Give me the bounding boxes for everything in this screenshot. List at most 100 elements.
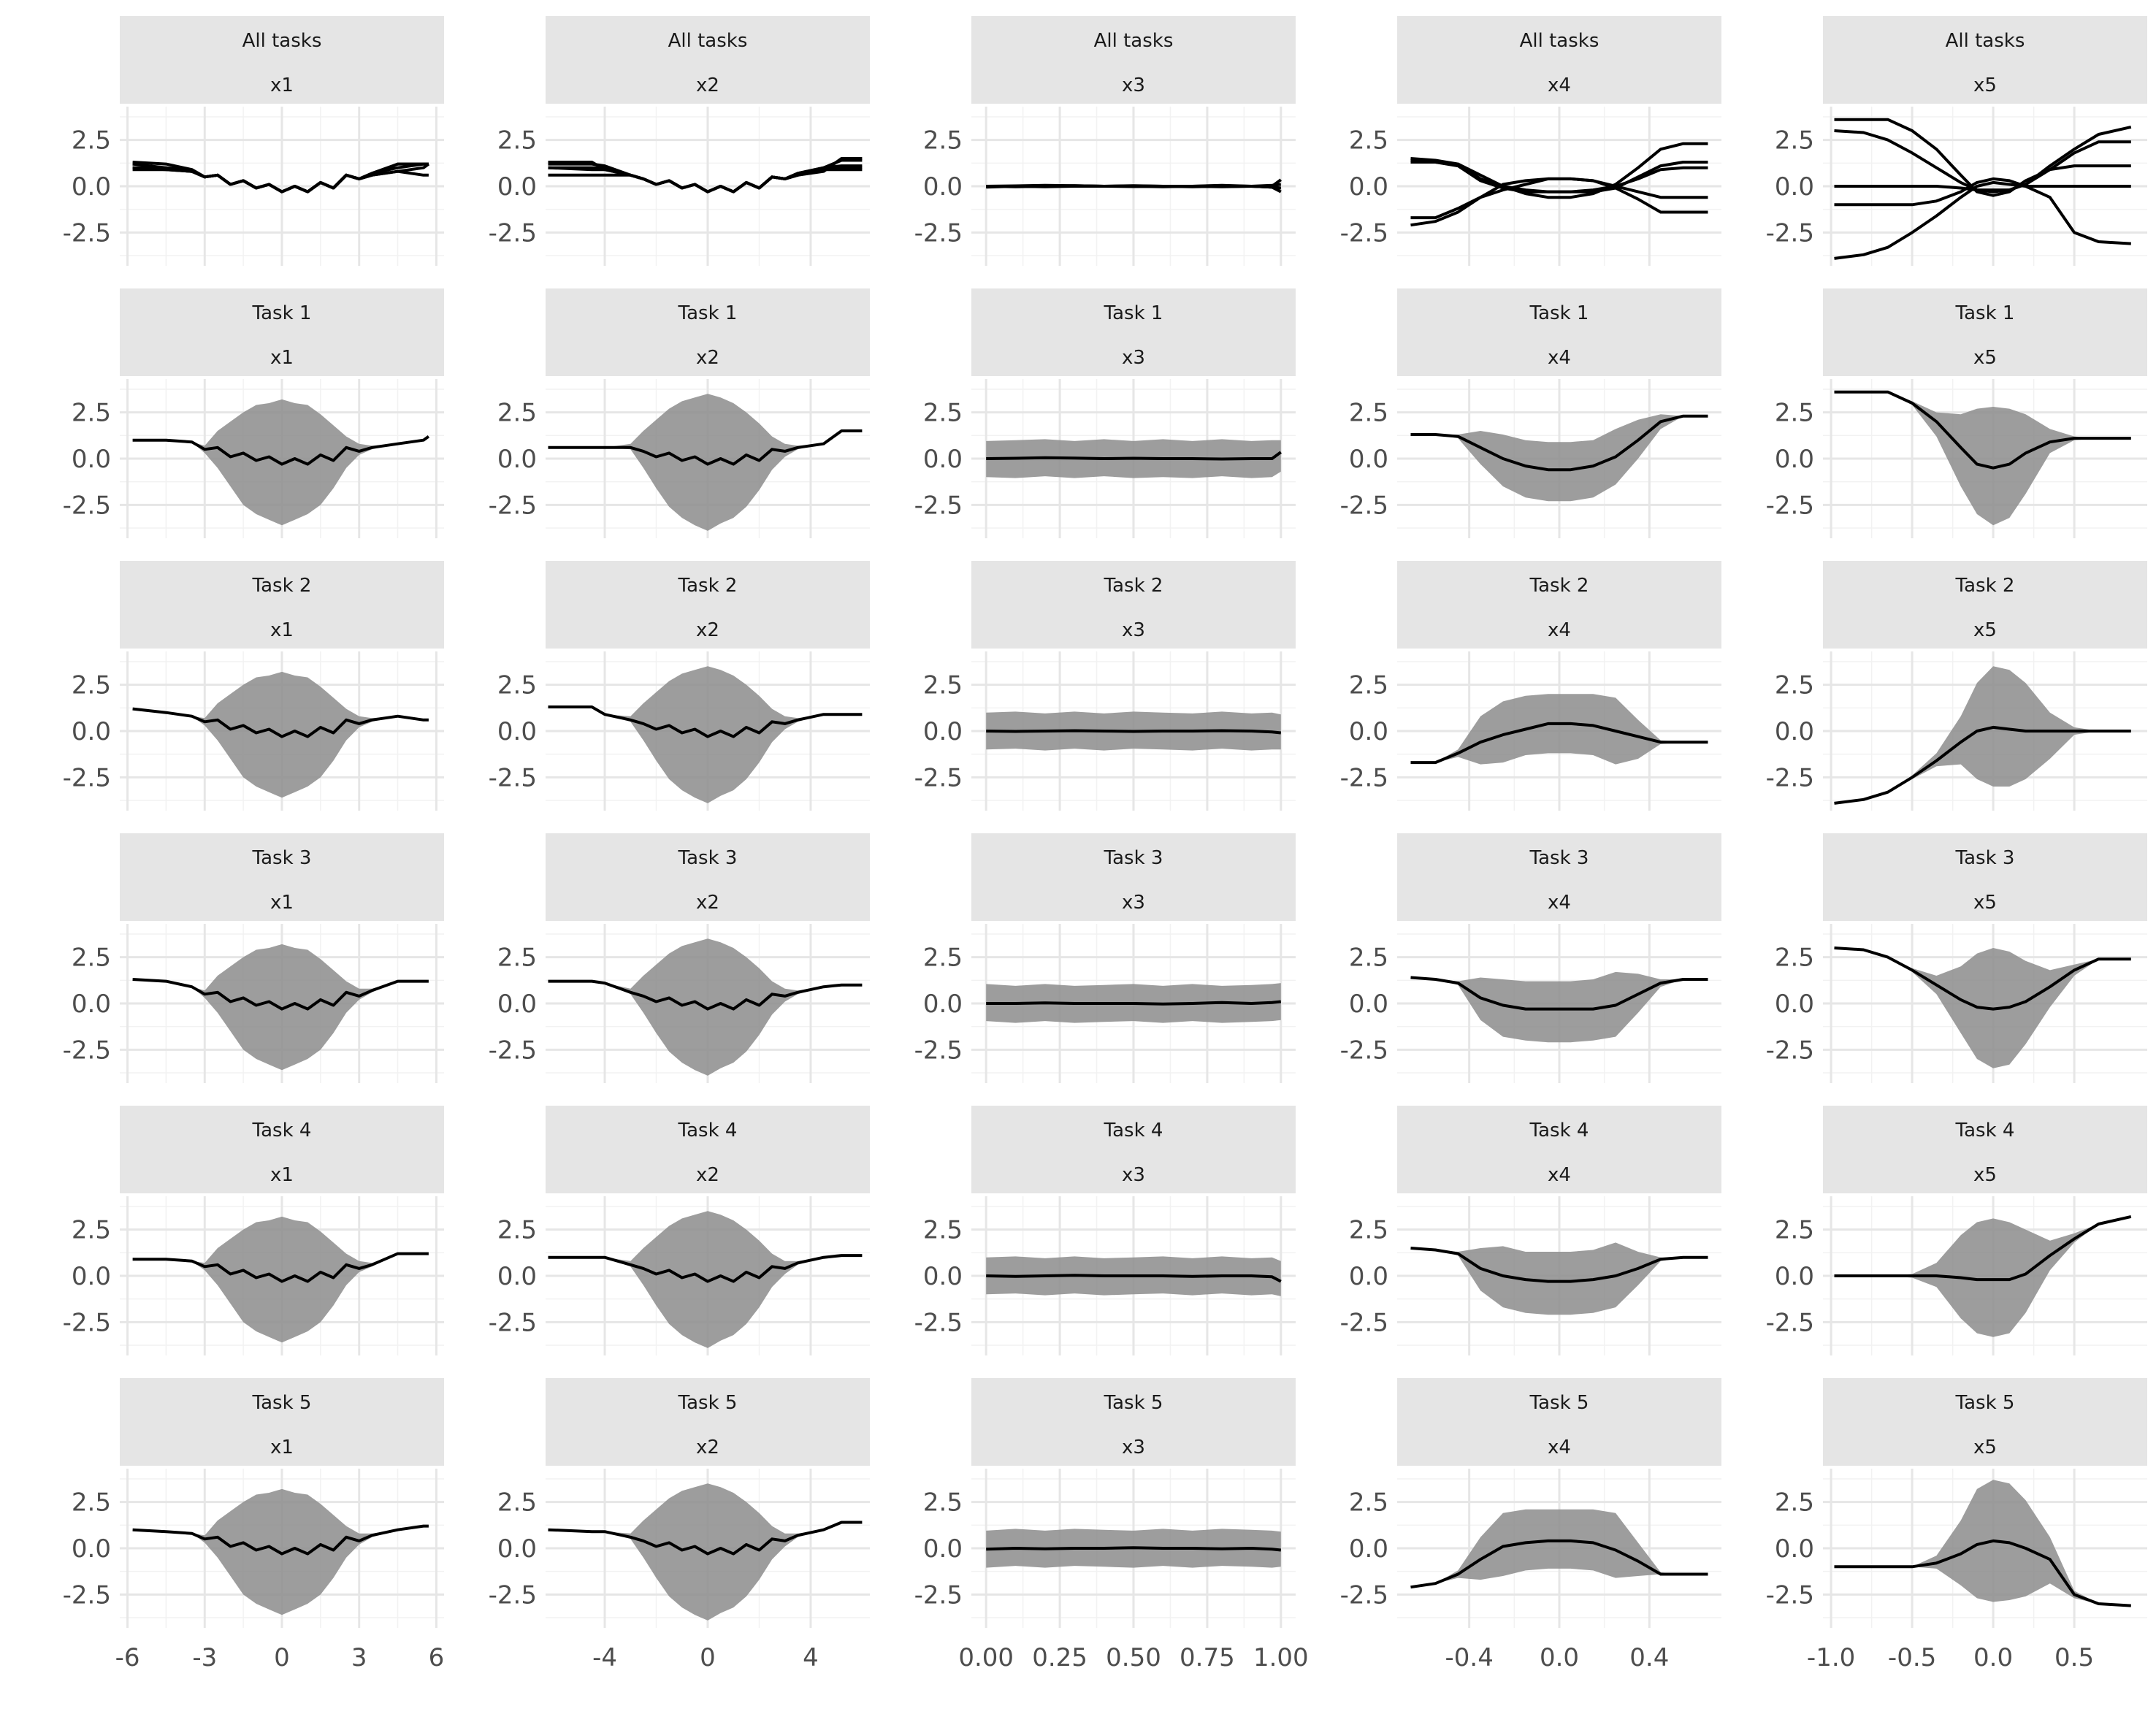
y-tick-label: 0.0	[72, 717, 111, 746]
facet-panel-r6-c4: Task 5 x4 -2.5 0.0 2.5 -0.4 0.0 0.4	[1340, 1378, 1721, 1672]
y-tick-label: -2.5	[63, 218, 111, 248]
strip-row-label: Task 1	[252, 302, 312, 324]
strip-row-label: Task 3	[1529, 847, 1589, 869]
x-tick-label: 0	[274, 1643, 290, 1672]
y-tick-label: -2.5	[489, 491, 537, 520]
y-tick-label: -2.5	[914, 491, 963, 520]
y-tick-label: 2.5	[923, 1216, 963, 1245]
y-tick-label: -2.5	[1340, 1308, 1388, 1337]
facet-strip	[971, 288, 1296, 376]
y-tick-label: 2.5	[1349, 671, 1388, 700]
mean-line	[1834, 1539, 2131, 1607]
facet-panel-r2-c5: Task 1 x5 -2.5 0.0 2.5	[1766, 288, 2147, 538]
strip-column-label: x3	[1122, 892, 1145, 914]
facet-strip	[1397, 1106, 1721, 1193]
y-tick-label: -2.5	[1766, 1036, 1814, 1065]
mean-line	[548, 1254, 863, 1283]
uncertainty-band	[1834, 1216, 2131, 1337]
strip-column-label: x3	[1122, 74, 1145, 96]
facet-strip	[1397, 833, 1721, 921]
y-tick-label: 2.5	[72, 671, 111, 700]
strip-column-label: x4	[1548, 74, 1571, 96]
y-tick-label: -2.5	[63, 1308, 111, 1337]
strip-column-label: x3	[1122, 347, 1145, 369]
x-tick-label: 3	[351, 1643, 367, 1672]
x-tick-label: 6	[429, 1643, 445, 1672]
mean-line	[1410, 976, 1708, 1011]
y-tick-label: -2.5	[1766, 218, 1814, 248]
facet-panel-r6-c1: Task 5 x1 -2.5 0.0 2.5 -6 -3 0 3 6	[63, 1378, 445, 1672]
y-tick-label: 0.0	[72, 990, 111, 1019]
y-tick-label: 0.0	[1349, 1262, 1388, 1291]
strip-row-label: Task 1	[678, 302, 738, 324]
facet-panel-r5-c1: Task 4 x1 -2.5 0.0 2.5	[63, 1106, 444, 1355]
uncertainty-band	[1410, 1509, 1708, 1588]
y-tick-label: -2.5	[489, 1308, 537, 1337]
strip-row-label: Task 3	[252, 847, 312, 869]
strip-column-label: x2	[696, 1164, 719, 1186]
facet-strip	[971, 16, 1296, 104]
y-tick-label: 2.5	[1775, 126, 1814, 156]
facet-strip	[971, 1378, 1296, 1466]
mean-line	[132, 978, 429, 1011]
strip-column-label: x4	[1548, 619, 1571, 641]
y-tick-label: 2.5	[1775, 671, 1814, 700]
strip-row-label: Task 1	[1104, 302, 1163, 324]
y-tick-label: 0.0	[1775, 1534, 1814, 1564]
y-tick-label: 2.5	[72, 126, 111, 156]
mean-line	[1410, 1539, 1708, 1589]
strip-column-label: x2	[696, 1437, 719, 1458]
y-tick-label: -2.5	[489, 218, 537, 248]
y-tick-label: 2.5	[1775, 399, 1814, 428]
y-tick-label: 0.0	[1349, 445, 1388, 474]
strip-row-label: Task 4	[252, 1120, 312, 1141]
strip-column-label: x5	[1973, 892, 1997, 914]
y-tick-label: -2.5	[489, 1036, 537, 1065]
x-tick-label: 0.0	[1540, 1643, 1579, 1672]
facet-panel-r4-c5: Task 3 x5 -2.5 0.0 2.5	[1766, 833, 2147, 1083]
facet-strip	[1823, 288, 2147, 376]
facet-strip	[1397, 288, 1721, 376]
strip-column-label: x2	[696, 619, 719, 641]
x-tick-label: 0.0	[1973, 1643, 2013, 1672]
y-tick-label: 0.0	[497, 1534, 537, 1564]
y-tick-label: -2.5	[914, 1308, 963, 1337]
uncertainty-band	[1834, 666, 2131, 803]
x-tick-label: 0.75	[1180, 1643, 1235, 1672]
mean-line	[132, 707, 429, 738]
mean-line	[1410, 414, 1708, 472]
facet-strip	[546, 16, 870, 104]
y-tick-label: 0.0	[72, 172, 111, 202]
strip-column-label: x3	[1122, 1164, 1145, 1186]
y-tick-label: 2.5	[497, 1488, 537, 1518]
y-tick-label: 2.5	[497, 126, 537, 156]
y-tick-label: -2.5	[1340, 1580, 1388, 1610]
strip-row-label: Task 5	[1104, 1392, 1163, 1414]
strip-row-label: Task 4	[678, 1120, 738, 1141]
y-tick-label: -2.5	[1340, 1036, 1388, 1065]
mean-line	[132, 1524, 429, 1556]
strip-column-label: x5	[1973, 74, 1997, 96]
y-tick-label: 0.0	[1775, 445, 1814, 474]
strip-column-label: x1	[270, 74, 294, 96]
facet-strip	[546, 833, 870, 921]
mean-line	[1410, 1247, 1708, 1283]
strip-column-label: x2	[696, 347, 719, 369]
y-tick-label: -2.5	[1766, 763, 1814, 792]
mean-line	[986, 729, 1281, 735]
facet-strip	[1823, 1106, 2147, 1193]
facet-strip	[1823, 1378, 2147, 1466]
facet-panel-r1-c2: All tasks x2 -2.5 0.0 2.5	[489, 16, 870, 266]
x-tick-label: 0.4	[1629, 1643, 1669, 1672]
y-tick-label: 2.5	[497, 671, 537, 700]
mean-line	[132, 435, 430, 466]
y-tick-label: 0.0	[923, 717, 963, 746]
y-tick-label: 2.5	[1775, 944, 1814, 973]
facet-strip	[1823, 833, 2147, 921]
y-tick-label: -2.5	[1766, 491, 1814, 520]
strip-row-label: Task 2	[1529, 575, 1589, 597]
x-tick-label: -0.5	[1888, 1643, 1936, 1672]
y-tick-label: 2.5	[497, 944, 537, 973]
x-tick-label: -1.0	[1807, 1643, 1855, 1672]
